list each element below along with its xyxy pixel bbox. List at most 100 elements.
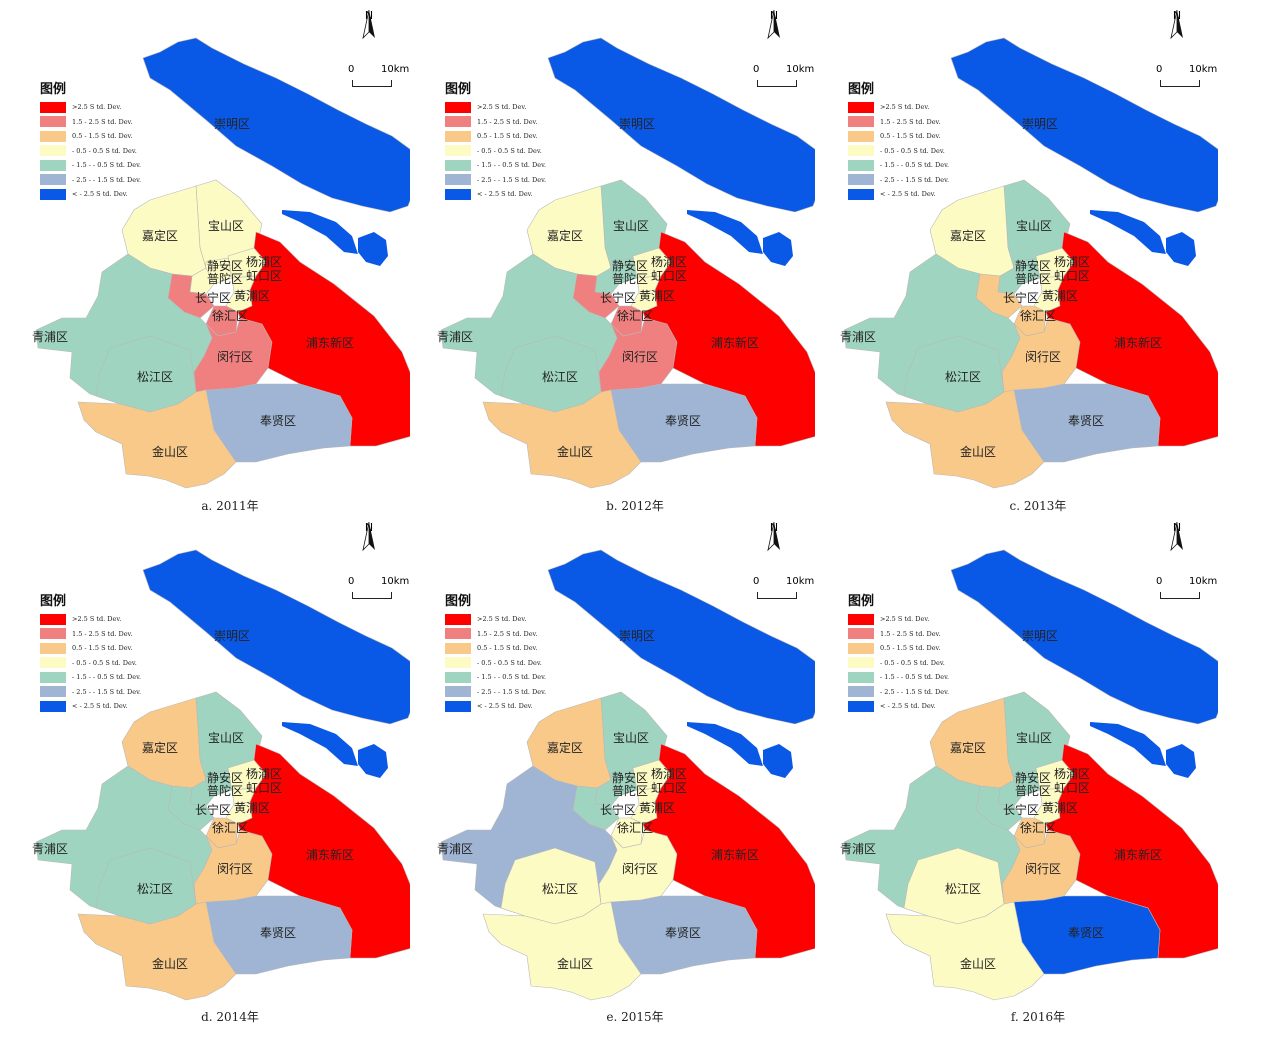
district-label-baoshan: 宝山区: [613, 219, 649, 233]
district-label-yangpu: 杨浦区: [1054, 766, 1090, 781]
district-label-pudong: 浦东新区: [711, 847, 759, 862]
north-arrow-icon: [1170, 10, 1183, 40]
district-label-chongming: 崇明区: [1022, 117, 1058, 131]
district-label-chongming: 崇明区: [619, 629, 655, 643]
district-label-jinshan: 金山区: [960, 956, 996, 971]
scale-start: 0: [753, 64, 760, 75]
district-label-putuo: 普陀区: [1015, 271, 1051, 286]
district-label-jiading: 嘉定区: [547, 740, 583, 755]
district-label-changning: 长宁区: [1003, 802, 1039, 817]
district-label-xuhui: 徐汇区: [1020, 308, 1056, 323]
legend: 图例 >2.5 S td. Dev. 1.5 - 2.5 S td. Dev. 0.5…: [848, 590, 949, 714]
legend-label: - 2.5 - - 1.5 S td. Dev.: [477, 687, 547, 696]
map-caption: b. 2012年: [606, 499, 664, 513]
legend-item: - 2.5 - - 1.5 S td. Dev.: [445, 173, 546, 188]
district-label-yangpu: 杨浦区: [246, 254, 282, 269]
legend-label: 0.5 - 1.5 S td. Dev.: [72, 132, 133, 141]
district-label-jinshan: 金山区: [557, 956, 593, 971]
legend-item: >2.5 S td. Dev.: [848, 100, 949, 115]
district-label-pudong: 浦东新区: [306, 847, 354, 862]
island-shape: [1090, 210, 1166, 254]
legend-item: - 2.5 - - 1.5 S td. Dev.: [40, 173, 141, 188]
district-label-minhang: 闵行区: [622, 861, 658, 876]
legend-label: - 2.5 - - 1.5 S td. Dev.: [72, 175, 142, 184]
map-panel: 崇明区 宝山区 嘉定区 静安区 杨浦区 普陀区 虹口区 长宁区 黄浦区 徐汇区 青浦区 闵行区 浦东新区…: [808, 0, 1218, 520]
district-chongming: [950, 37, 1218, 213]
legend-item: < - 2.5 S td. Dev.: [445, 187, 546, 202]
legend-label: 1.5 - 2.5 S td. Dev.: [72, 117, 133, 126]
legend-swatch: [848, 174, 874, 186]
legend-label: 1.5 - 2.5 S td. Dev.: [880, 629, 941, 638]
district-label-putuo: 普陀区: [612, 783, 648, 798]
district-label-minhang: 闵行区: [217, 861, 253, 876]
legend-swatch: [40, 174, 66, 186]
island-shape: [282, 210, 358, 254]
island-shape: [358, 232, 388, 266]
north-arrow: N: [1170, 522, 1184, 552]
district-label-baoshan: 宝山区: [613, 731, 649, 745]
district-label-hongkou: 虹口区: [1054, 269, 1090, 283]
legend-item: - 1.5 - - 0.5 S td. Dev.: [40, 670, 141, 685]
legend-swatch: [445, 613, 471, 625]
legend-label: - 2.5 - - 1.5 S td. Dev.: [880, 175, 950, 184]
legend-item: - 1.5 - - 0.5 S td. Dev.: [445, 158, 546, 173]
north-arrow-icon: [362, 10, 375, 40]
district-label-jingan: 静安区: [1015, 770, 1051, 785]
legend-label: 1.5 - 2.5 S td. Dev.: [477, 629, 538, 638]
district-label-jiading: 嘉定区: [950, 228, 986, 243]
legend-label: 1.5 - 2.5 S td. Dev.: [72, 629, 133, 638]
legend-swatch: [40, 130, 66, 142]
district-label-songjiang: 松江区: [542, 370, 578, 384]
district-label-huangpu: 黄浦区: [1042, 289, 1078, 303]
district-label-changning: 长宁区: [195, 290, 231, 305]
scale-line: [352, 80, 392, 87]
district-label-xuhui: 徐汇区: [617, 820, 653, 835]
district-label-chongming: 崇明区: [214, 117, 250, 131]
legend-title: 图例: [445, 82, 472, 97]
district-label-minhang: 闵行区: [1025, 349, 1061, 364]
legend-swatch: [40, 613, 66, 625]
scale-line: [1160, 592, 1200, 599]
island-shape: [282, 722, 358, 766]
legend-label: >2.5 S td. Dev.: [477, 615, 527, 624]
district-jinshan: [885, 901, 1045, 1001]
legend-label: >2.5 S td. Dev.: [72, 615, 122, 624]
district-label-songjiang: 松江区: [542, 882, 578, 896]
district-label-minhang: 闵行区: [622, 349, 658, 364]
district-label-jiading: 嘉定区: [142, 740, 178, 755]
legend-swatch: [848, 628, 874, 640]
map-caption: a. 2011年: [201, 499, 259, 513]
north-arrow: N: [767, 10, 781, 40]
district-jinshan: [77, 389, 237, 489]
map-panel: 崇明区 宝山区 嘉定区 静安区 杨浦区 普陀区 虹口区 长宁区 黄浦区 徐汇区 青浦区 闵行区 浦东新区…: [808, 512, 1218, 1032]
district-label-qingpu: 青浦区: [437, 330, 473, 344]
legend-swatch: [40, 116, 66, 128]
district-label-xuhui: 徐汇区: [1020, 820, 1056, 835]
district-label-yangpu: 杨浦区: [1054, 254, 1090, 269]
north-arrow: N: [767, 522, 781, 552]
north-arrow-icon: [767, 10, 780, 40]
district-label-qingpu: 青浦区: [32, 842, 68, 856]
legend-label: - 1.5 - - 0.5 S td. Dev.: [880, 673, 950, 682]
district-label-huangpu: 黄浦区: [639, 801, 675, 815]
scale-start: 0: [348, 576, 355, 587]
scale-bar: 0 10km: [348, 576, 410, 600]
legend-item: 1.5 - 2.5 S td. Dev.: [445, 627, 546, 642]
legend-swatch: [445, 116, 471, 128]
district-label-yangpu: 杨浦区: [246, 766, 282, 781]
legend-title: 图例: [40, 82, 67, 97]
district-label-baoshan: 宝山区: [208, 219, 244, 233]
legend-item: - 0.5 - 0.5 S td. Dev.: [40, 144, 141, 159]
district-label-yangpu: 杨浦区: [651, 766, 687, 781]
island-shape: [1090, 722, 1166, 766]
district-label-chongming: 崇明区: [619, 117, 655, 131]
district-label-changning: 长宁区: [600, 802, 636, 817]
legend: 图例 >2.5 S td. Dev. 1.5 - 2.5 S td. Dev. 0.5…: [445, 590, 546, 714]
scale-bar: 0 10km: [1156, 64, 1218, 88]
district-label-huangpu: 黄浦区: [234, 801, 270, 815]
district-label-changning: 长宁区: [195, 802, 231, 817]
legend-item: - 1.5 - - 0.5 S td. Dev.: [40, 158, 141, 173]
legend-item: 1.5 - 2.5 S td. Dev.: [848, 627, 949, 642]
legend-label: >2.5 S td. Dev.: [880, 615, 930, 624]
